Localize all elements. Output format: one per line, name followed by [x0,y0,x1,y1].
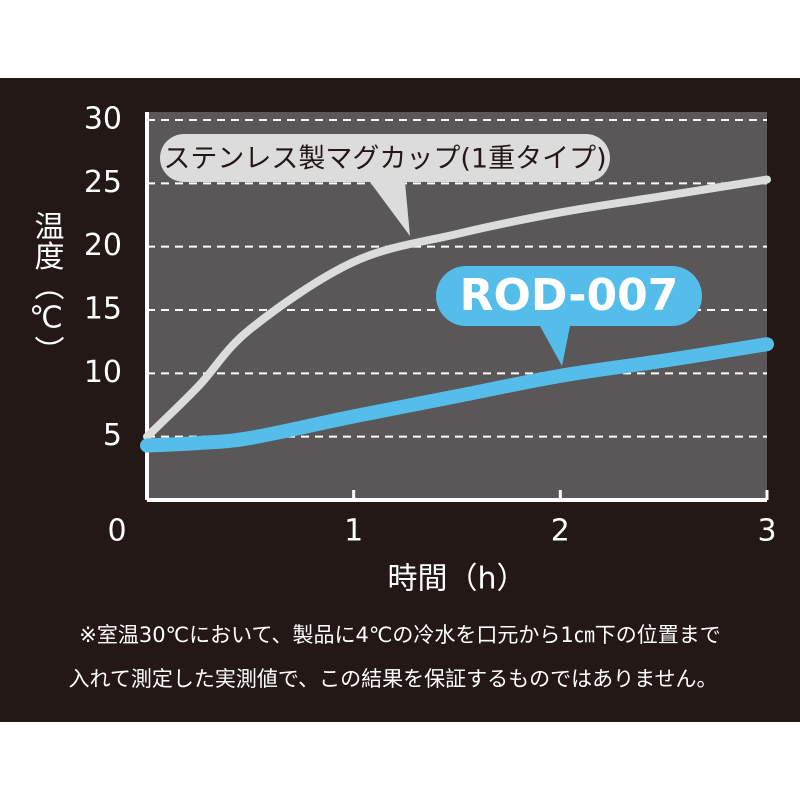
note: ※室温30℃において、製品に4℃の冷水を口元から1㎝下の位置まで [79,623,721,647]
y-tick-label: 20 [84,228,122,263]
callout-tail [540,326,570,366]
x-tick-label: 1 [344,514,363,549]
y-tick-label: 15 [84,292,122,327]
x-tick-label: 3 [757,514,776,549]
legend-label: ステンレス製マグカップ(1重タイプ) [163,144,606,175]
note: 入れて測定した実測値で、この結果を保証するものではありません。 [69,667,718,691]
y-tick-label: 25 [84,165,122,200]
x-axis-label: 時間（h） [387,562,526,597]
callout-tail [370,182,410,236]
legend-label: ROD-007 [460,270,679,321]
legend-callout [436,266,702,326]
y-tick-label: 10 [84,355,122,390]
series-line [143,175,771,441]
y-axis-label: 温度（℃） [29,211,65,366]
legend-callout [160,134,610,182]
y-tick-label: 5 [103,418,122,453]
x-tick-label: 0 [107,514,126,549]
series-line [140,337,774,453]
x-tick-label: 2 [551,514,570,549]
y-tick-label: 30 [84,102,122,137]
